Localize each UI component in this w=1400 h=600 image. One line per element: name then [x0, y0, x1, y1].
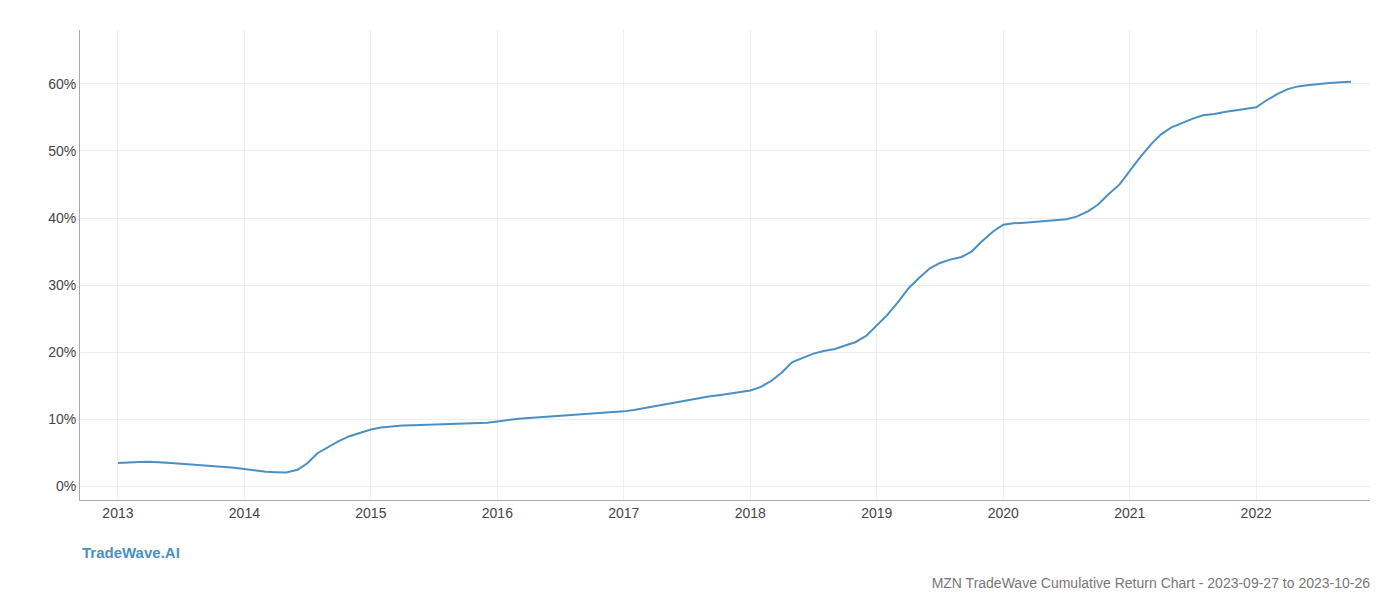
svg-text:2017: 2017	[608, 505, 639, 521]
svg-text:10%: 10%	[48, 411, 76, 427]
svg-text:0%: 0%	[56, 478, 76, 494]
svg-text:60%: 60%	[48, 76, 76, 92]
svg-text:2014: 2014	[229, 505, 260, 521]
svg-text:2018: 2018	[735, 505, 766, 521]
svg-text:TradeWave.AI: TradeWave.AI	[82, 544, 180, 561]
svg-text:30%: 30%	[48, 277, 76, 293]
svg-text:2021: 2021	[1114, 505, 1145, 521]
svg-text:2019: 2019	[861, 505, 892, 521]
svg-text:2013: 2013	[102, 505, 133, 521]
svg-text:MZN TradeWave Cumulative Retur: MZN TradeWave Cumulative Return Chart - …	[932, 575, 1371, 591]
svg-text:20%: 20%	[48, 344, 76, 360]
svg-text:2022: 2022	[1241, 505, 1272, 521]
svg-text:40%: 40%	[48, 210, 76, 226]
svg-text:2015: 2015	[355, 505, 386, 521]
svg-text:50%: 50%	[48, 143, 76, 159]
svg-text:2016: 2016	[482, 505, 513, 521]
svg-text:2020: 2020	[988, 505, 1019, 521]
